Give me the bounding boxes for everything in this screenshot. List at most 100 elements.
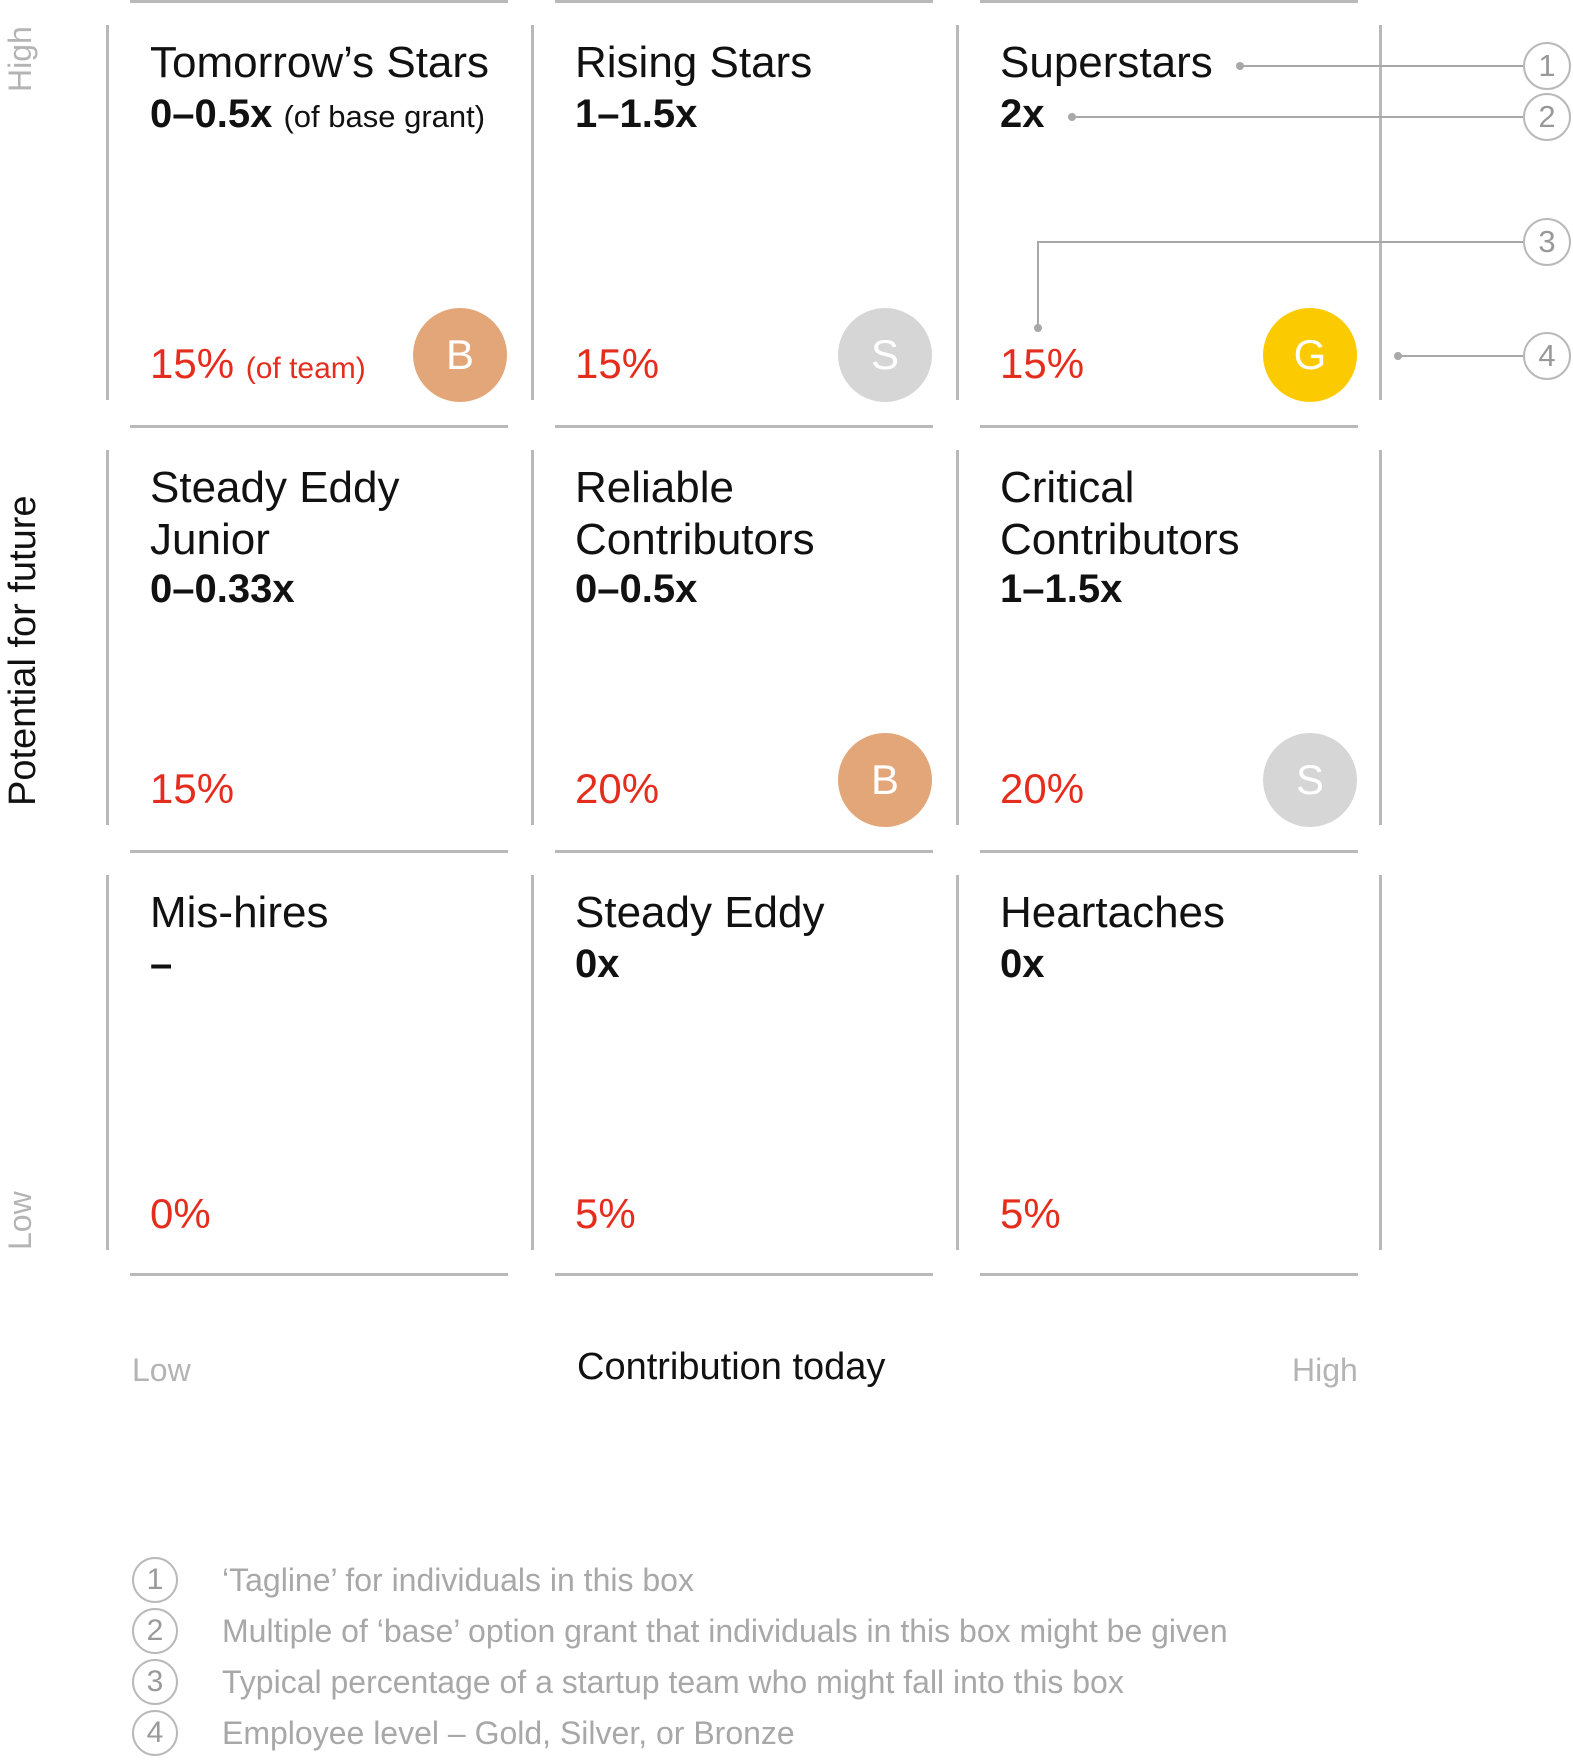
callout-4: 4 — [1523, 332, 1571, 380]
cell-multiple-value: 0–0.5x — [150, 92, 273, 136]
level-badge: B — [838, 733, 932, 827]
bottom-rule-3 — [980, 1273, 1358, 1276]
grid-cell: Tomorrow’s Stars 0–0.5x (of base grant) 15… — [106, 0, 536, 420]
cell-top-rule — [555, 850, 933, 853]
cell-multiple: 0–0.33x — [150, 565, 295, 613]
cell-multiple-value: 0–0.33x — [150, 567, 295, 611]
cell-multiple-note: (of base grant) — [283, 99, 486, 134]
legend-number: 4 — [132, 1710, 178, 1756]
cell-percent-value: 5% — [1000, 1190, 1061, 1237]
cell-percent: 5% — [1000, 1190, 1061, 1238]
cell-tagline: Steady Eddy Junior — [150, 463, 400, 564]
level-badge: G — [1263, 308, 1357, 402]
cell-multiple-value: 2x — [1000, 92, 1045, 136]
cell-multiple-value: 0–0.5x — [575, 567, 698, 611]
cell-percent: 15% (of team) — [150, 340, 366, 393]
cell-multiple: – — [150, 940, 172, 988]
cell-percent-value: 20% — [575, 765, 660, 812]
cell-percent: 15% — [1000, 340, 1084, 388]
grid-cell: Heartaches 0x 5% — [956, 850, 1386, 1270]
callout-1: 1 — [1523, 42, 1571, 90]
callout-3: 3 — [1523, 218, 1571, 266]
callout-2: 2 — [1523, 93, 1571, 141]
cell-percent-value: 5% — [575, 1190, 636, 1237]
legend-text: Typical percentage of a startup team who… — [222, 1664, 1124, 1700]
cell-tagline: Steady Eddy — [575, 888, 825, 937]
cell-top-rule — [130, 425, 508, 428]
x-axis-low-label: Low — [132, 1352, 191, 1388]
x-axis-title: Contribution today — [577, 1346, 886, 1388]
cell-multiple: 0x — [1000, 940, 1045, 988]
legend-text: ‘Tagline’ for individuals in this box — [222, 1562, 694, 1598]
cell-left-rule — [106, 875, 109, 1250]
cell-multiple: 0–0.5x (of base grant) — [150, 90, 485, 141]
cell-tagline: Critical Contributors — [1000, 463, 1240, 564]
cell-multiple-value: 1–1.5x — [575, 92, 698, 136]
cell-left-rule — [956, 25, 959, 400]
cell-percent: 15% — [150, 765, 234, 813]
cell-multiple-value: 0x — [1000, 942, 1045, 986]
cell-multiple: 1–1.5x — [1000, 565, 1122, 613]
cell-multiple-value: – — [150, 942, 173, 986]
cell-top-rule — [980, 850, 1358, 853]
cell-left-rule — [956, 450, 959, 825]
cell-percent-value: 15% — [575, 340, 660, 387]
cell-percent: 15% — [575, 340, 659, 388]
x-axis-high-label: High — [1292, 1352, 1358, 1388]
legend-number: 1 — [132, 1557, 178, 1603]
right-frame-line-bottom — [1379, 875, 1382, 1250]
grid-cell: Rising Stars 1–1.5x 15% S — [531, 0, 961, 420]
level-badge: S — [838, 308, 932, 402]
legend-number: 2 — [132, 1608, 178, 1654]
cell-tagline: Mis-hires — [150, 888, 329, 937]
bottom-rule-1 — [130, 1273, 508, 1276]
grid-cell: Superstars 2x 15% G — [956, 0, 1386, 420]
cell-percent-value: 0% — [150, 1190, 211, 1237]
bottom-rule-2 — [555, 1273, 933, 1276]
cell-tagline: Reliable Contributors — [575, 463, 815, 564]
grid-cell: Steady Eddy 0x 5% — [531, 850, 961, 1270]
grid-cell: Critical Contributors 1–1.5x 20% S — [956, 425, 1386, 845]
cell-percent: 20% — [575, 765, 659, 813]
cell-percent-value: 20% — [1000, 765, 1085, 812]
cell-multiple: 1–1.5x — [575, 90, 697, 138]
right-frame-line-middle — [1379, 450, 1382, 825]
cell-tagline: Heartaches — [1000, 888, 1226, 937]
cell-top-rule — [980, 0, 1358, 3]
level-badge: B — [413, 308, 507, 402]
cell-top-rule — [555, 425, 933, 428]
grid-cell: Steady Eddy Junior 0–0.33x 15% — [106, 425, 536, 845]
cell-percent: 0% — [150, 1190, 211, 1238]
legend-text: Employee level – Gold, Silver, or Bronze — [222, 1715, 795, 1751]
cell-percent: 20% — [1000, 765, 1084, 813]
cell-percent-value: 15% — [1000, 340, 1085, 387]
cell-top-rule — [130, 0, 508, 3]
cell-left-rule — [531, 450, 534, 825]
cell-percent-value: 15% — [150, 765, 235, 812]
right-frame-line-top — [1379, 25, 1382, 400]
cell-left-rule — [531, 875, 534, 1250]
cell-multiple: 0–0.5x — [575, 565, 697, 613]
cell-left-rule — [106, 25, 109, 400]
cell-multiple-value: 1–1.5x — [1000, 567, 1123, 611]
level-badge: S — [1263, 733, 1357, 827]
grid-cell: Mis-hires – 0% — [106, 850, 536, 1270]
y-axis-title: Potential for future — [2, 495, 44, 806]
callout-leaders — [1034, 62, 1523, 360]
cell-percent-value: 15% — [150, 340, 235, 387]
cell-left-rule — [531, 25, 534, 400]
cell-left-rule — [956, 875, 959, 1250]
cell-multiple-value: 0x — [575, 942, 620, 986]
cell-top-rule — [130, 850, 508, 853]
legend-number: 3 — [132, 1659, 178, 1705]
y-axis-low-label: Low — [2, 1191, 38, 1250]
cell-percent-note: (of team) — [245, 352, 366, 385]
cell-multiple: 0x — [575, 940, 620, 988]
cell-tagline: Superstars — [1000, 38, 1213, 87]
grid-cell: Reliable Contributors 0–0.5x 20% B — [531, 425, 961, 845]
cell-multiple: 2x — [1000, 90, 1045, 138]
cell-top-rule — [980, 425, 1358, 428]
cell-percent: 5% — [575, 1190, 636, 1238]
cell-left-rule — [106, 450, 109, 825]
cell-tagline: Tomorrow’s Stars — [150, 38, 490, 87]
